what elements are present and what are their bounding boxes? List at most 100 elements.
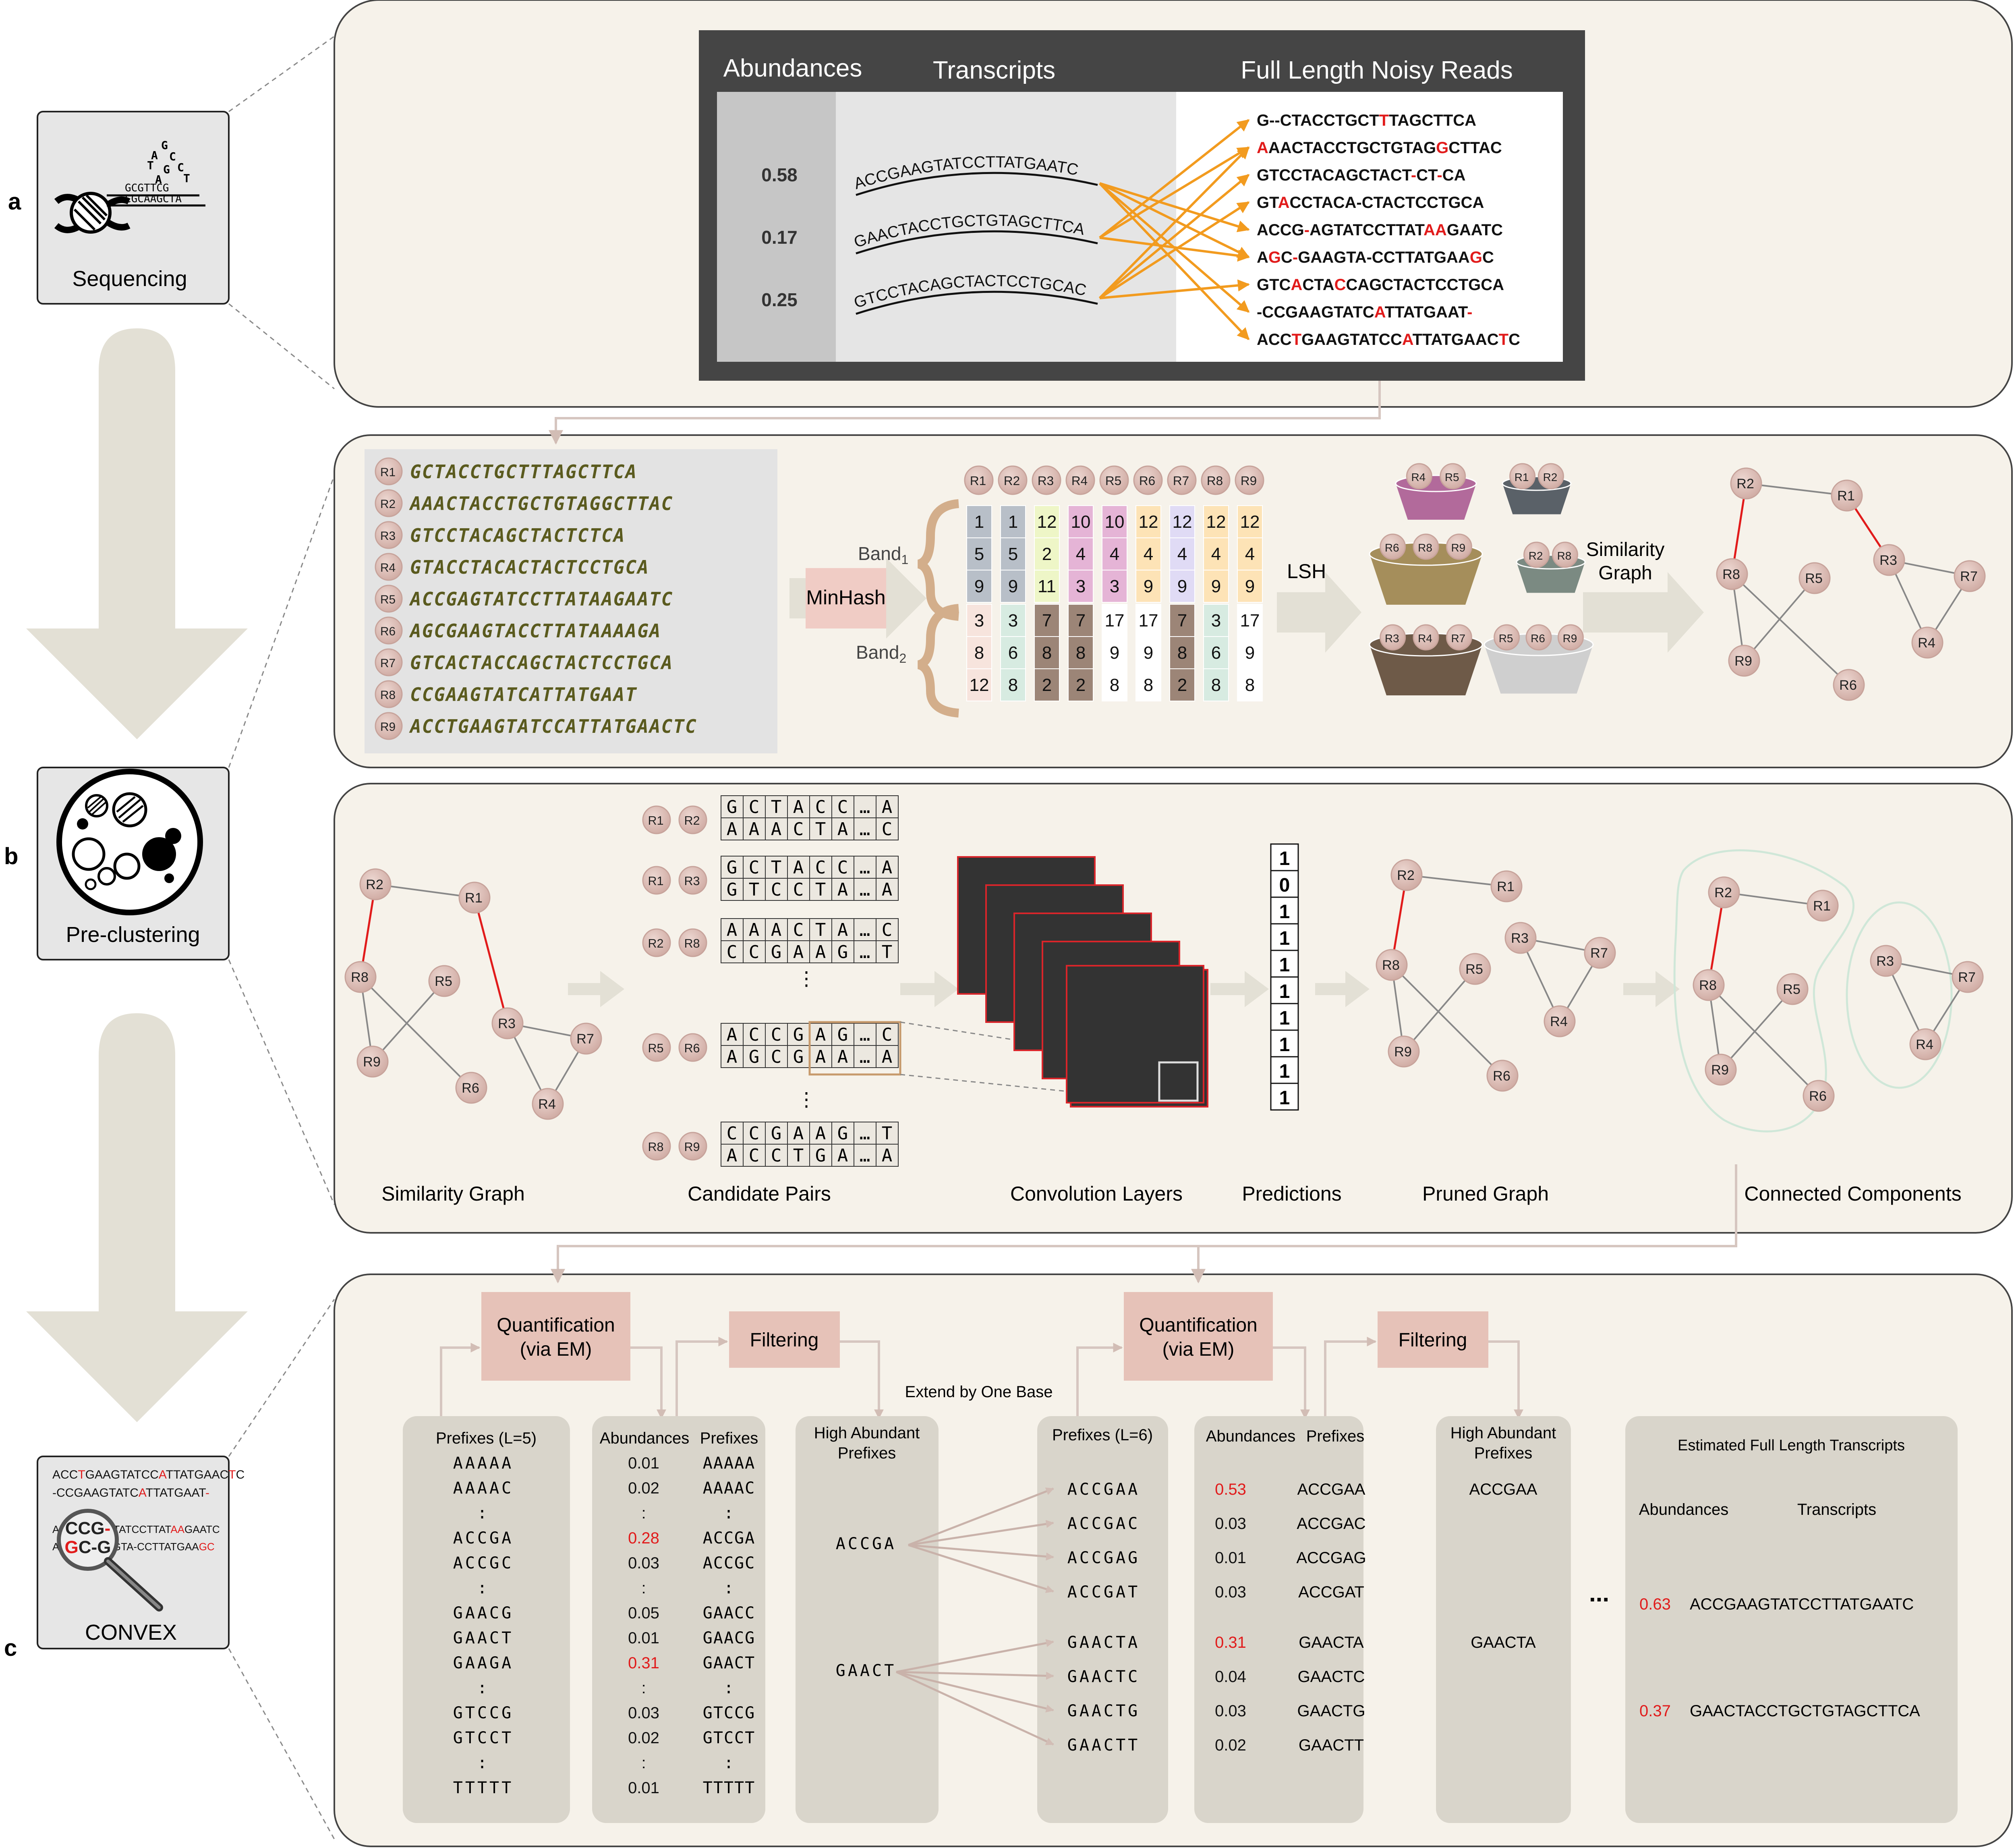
node-label: R6 [1385,541,1399,554]
node-label: R5 [648,1041,663,1055]
node-r9: R9 [1235,465,1264,495]
pair-base: A [815,1025,826,1045]
node-circle [1833,669,1865,701]
abundance-l6-prefix: ACCGAT [1298,1583,1364,1601]
convex-read-line: ACCTGAAGTATCCATTATGAACTC [52,1468,244,1481]
seq-segment: G [1268,249,1281,266]
signature-value: 10 [1105,512,1125,532]
prediction-value: 1 [1279,1087,1290,1109]
sequencing-icon-box [37,111,230,305]
pair-base: A [882,879,893,900]
node-label: R2 [648,937,663,950]
node-label: R1 [648,874,663,888]
pair-cell [743,1144,766,1167]
node-circle [1380,533,1406,560]
pair-cell [787,1144,810,1167]
read-line: GTACCTACA-CTACTCCTGCA [1257,194,1484,212]
pair-cell [765,856,788,879]
graph-edge [360,976,472,1089]
magnifier-top-text: CCG- [65,1518,110,1538]
node-circle [1831,479,1863,512]
sampling-arrow [1099,201,1250,299]
node-r2: R2 [375,489,403,517]
node-label: R8 [380,689,396,702]
signature-value: 17 [1139,611,1158,631]
node-label: R1 [970,473,986,488]
abundance-l6-prefix: GAACTC [1298,1668,1365,1686]
node-r8: R8 [1693,969,1725,1001]
minhash-signature-matrix: R11593812R2159368R312211782R41043782R510… [964,465,1264,701]
sampling-arrow [1099,236,1250,262]
dna-strand-top: GCGTTCG [125,182,169,194]
read-sampling-arrows [1098,119,1250,340]
node-circle [678,805,707,834]
prediction-cell [1270,870,1299,898]
read-sequence: ACCTGAAGTATCCATTATGAACTC [409,716,697,737]
node-circle [1390,859,1423,891]
graph-edge [1720,988,1793,1070]
node-label: R4 [1071,473,1088,488]
conv-window [808,1021,901,1076]
bucket [1502,483,1571,514]
node-r9: R9 [1557,624,1584,651]
signature-cell [1135,668,1161,701]
graph-edge [1403,968,1476,1052]
signature-value: 9 [1177,577,1187,596]
quantification-label-1a: Quantification [497,1315,615,1336]
graph-edge [375,884,475,898]
pair-cell [854,1023,876,1046]
node-label: R6 [684,1041,700,1055]
pair-cell [876,817,899,840]
node-r3: R3 [491,1007,524,1039]
abundance-item: 0.03 [628,1704,659,1722]
node-label: R7 [1173,473,1189,488]
high-abundant-1-item-0: ACCGA [836,1535,896,1553]
node-label: R5 [380,593,396,606]
node-label: R5 [1783,982,1801,997]
c-flow-lines [440,1337,1523,1419]
prediction-cell [1270,950,1299,978]
node-label: R4 [538,1097,556,1112]
node-circle [642,1132,671,1161]
magnifier-icon [57,1509,119,1571]
node-r6: R6 [1133,465,1163,495]
pair-base: T [815,920,826,940]
signature-value: 9 [1110,643,1119,663]
node-circle [1708,876,1740,908]
signature-value: 9 [1245,577,1255,596]
node-label: R9 [1563,632,1577,645]
band1-label: Band1 [858,543,908,567]
arrow-to-pruned [1315,971,1370,1007]
signature-cell [1068,570,1094,603]
similarity-graph-label-1: Similarity [1586,539,1665,560]
node-label: R8 [351,970,369,985]
pair-base: A [882,1145,893,1166]
pair-cell [876,1045,899,1068]
node-label: R8 [1722,567,1740,582]
convex-icon-box [37,1456,230,1649]
pair-cell [721,878,744,901]
signature-cell [1034,668,1060,701]
filtering-box-2 [1378,1311,1488,1368]
sampling-arrow [1098,146,1250,299]
read-line: AGC-GAAGTA-CCTTATGAAGC [1257,249,1494,266]
signature-value: 9 [1245,643,1255,663]
signature-value: 8 [1076,643,1086,663]
seq-segment: CTTAC [1448,139,1502,157]
signature-cell [1068,505,1094,538]
signature-cell [1169,636,1195,669]
node-label: R3 [1038,473,1054,488]
signature-value: 9 [1144,577,1153,596]
pair-cell [854,1045,876,1068]
node-r1: R1 [1831,479,1863,512]
pair-base: C [727,942,738,962]
signature-value: 8 [1008,675,1018,695]
signature-value: 5 [974,544,984,564]
graph-edge [1731,573,1850,686]
node-r7: R7 [1954,560,1986,592]
signature-value: 4 [1177,544,1187,564]
lsh-arrow [1277,572,1361,653]
signature-cell [1169,668,1195,701]
node-circle [678,866,707,895]
